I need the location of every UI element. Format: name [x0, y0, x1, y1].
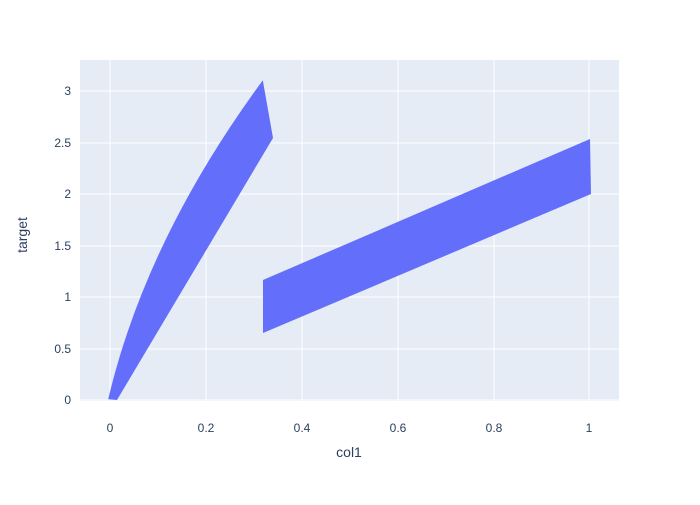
svg-text:2: 2	[64, 187, 71, 201]
svg-text:0: 0	[64, 393, 71, 407]
svg-text:0: 0	[107, 421, 114, 435]
svg-text:3: 3	[64, 84, 71, 98]
svg-text:target: target	[14, 217, 30, 253]
svg-text:col1: col1	[336, 444, 362, 460]
svg-text:0.6: 0.6	[390, 421, 407, 435]
svg-text:1.5: 1.5	[54, 239, 71, 253]
svg-text:1: 1	[64, 290, 71, 304]
svg-text:0.5: 0.5	[54, 342, 71, 356]
svg-text:1: 1	[586, 421, 593, 435]
svg-text:0.8: 0.8	[486, 421, 503, 435]
svg-text:0.2: 0.2	[198, 421, 215, 435]
svg-text:2.5: 2.5	[54, 136, 71, 150]
svg-text:0.4: 0.4	[294, 421, 311, 435]
